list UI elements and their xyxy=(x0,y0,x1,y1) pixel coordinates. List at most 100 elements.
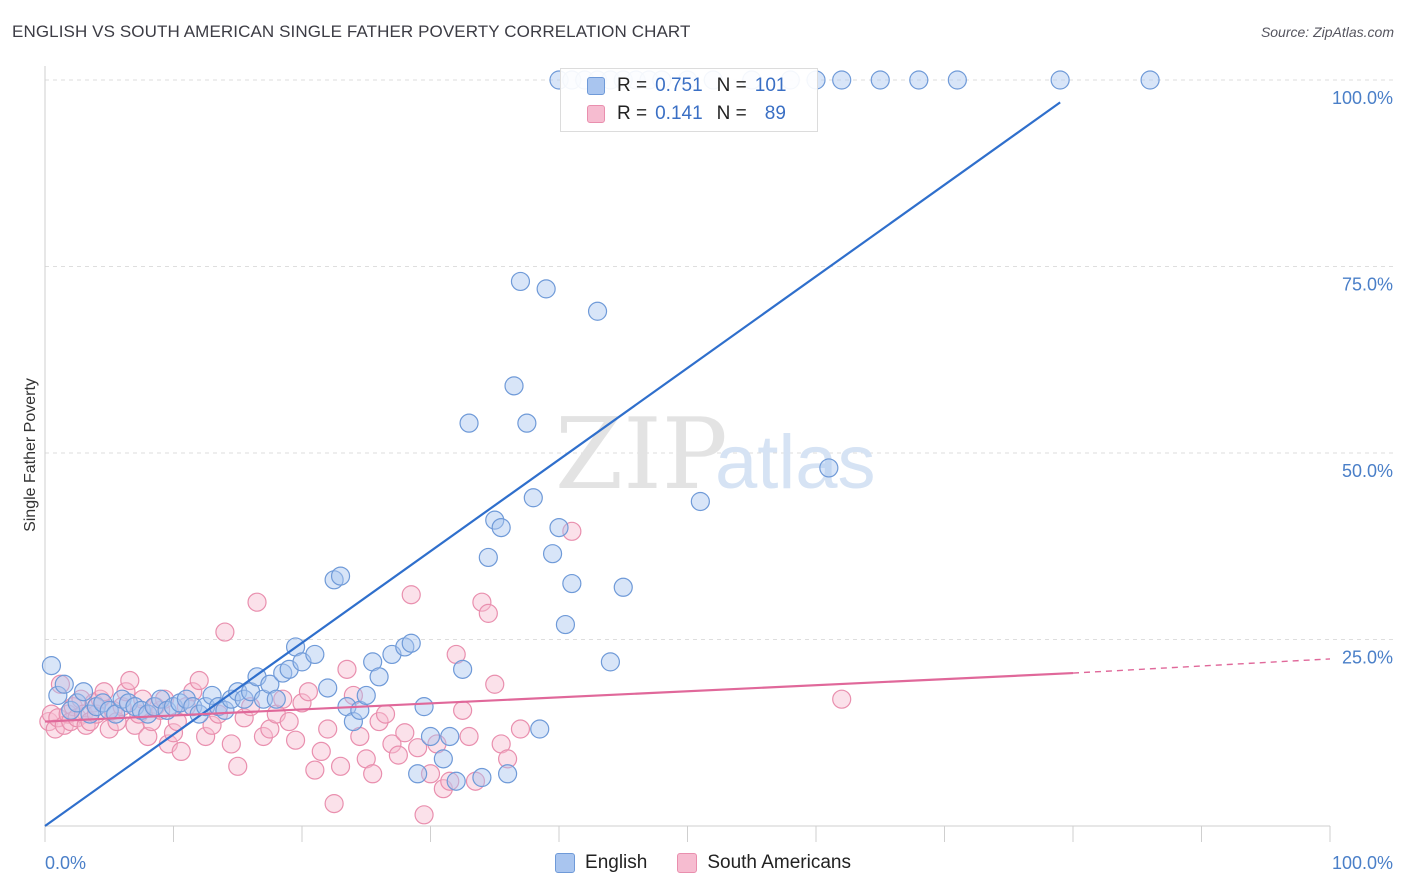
english-point-73 xyxy=(549,517,569,538)
english-point-53 xyxy=(408,764,428,784)
sa-point-48 xyxy=(253,726,274,747)
english-point-55 xyxy=(420,726,441,747)
english-point-64 xyxy=(491,517,511,538)
english-point-100 xyxy=(1140,70,1160,90)
trend-lines xyxy=(44,101,1331,827)
english-point-35 xyxy=(266,689,286,709)
sa-point-88 xyxy=(562,521,582,541)
english-point-21 xyxy=(176,689,196,709)
sa-point-69 xyxy=(388,745,408,765)
sa-point-56 xyxy=(305,760,325,780)
sa-point-39 xyxy=(196,726,216,747)
english-point-25 xyxy=(202,685,222,706)
sa-point-89 xyxy=(832,689,852,709)
sa-point-47 xyxy=(247,592,267,612)
sa-r-value: 0.141 xyxy=(655,103,703,124)
english-point-74 xyxy=(555,614,576,635)
english-point-5 xyxy=(73,682,94,702)
sa-point-79 xyxy=(453,700,473,720)
sa-point-72 xyxy=(408,738,428,758)
english-point-2 xyxy=(54,674,74,694)
english-point-69 xyxy=(523,488,543,508)
english-point-57 xyxy=(440,726,460,747)
english-r-value: 0.751 xyxy=(655,75,703,96)
sa-legend-label: South Americans xyxy=(707,852,851,873)
sa-point-61 xyxy=(337,659,357,679)
sa-trend-line xyxy=(44,671,1074,723)
sa-legend-swatch xyxy=(677,853,698,873)
tick-labels: 100.0% 75.0% 50.0% 25.0% 0.0% 100.0% xyxy=(45,88,1393,873)
english-point-98 xyxy=(947,70,967,90)
english-point-77 xyxy=(600,652,621,672)
legend-item-south-americans[interactable]: South Americans xyxy=(677,852,851,874)
sa-n-label: N = xyxy=(716,103,747,124)
english-n-label: N = xyxy=(716,75,747,96)
english-point-45 xyxy=(343,711,363,732)
y-tick-label-1: 75.0% xyxy=(1342,275,1393,295)
english-trend-line xyxy=(44,101,1061,827)
sa-point-38 xyxy=(189,670,209,691)
x-tick-label-1: 100.0% xyxy=(1332,853,1393,873)
english-point-47 xyxy=(356,685,376,706)
english-point-76 xyxy=(587,301,608,321)
legend-item-english[interactable]: English xyxy=(555,852,647,874)
sa-point-68 xyxy=(382,734,402,754)
sa-point-44 xyxy=(228,756,248,776)
english-point-96 xyxy=(870,70,890,90)
watermark: ZIP atlas xyxy=(555,398,876,512)
english-point-61 xyxy=(472,767,492,788)
chart-title: ENGLISH VS SOUTH AMERICAN SINGLE FATHER … xyxy=(12,22,691,41)
english-point-60 xyxy=(459,413,479,433)
english-n-value: 101 xyxy=(754,75,787,96)
english-point-40 xyxy=(305,644,325,665)
sa-point-40 xyxy=(202,715,222,735)
english-point-75 xyxy=(562,573,582,594)
english-point-41 xyxy=(318,678,338,698)
english-point-80 xyxy=(819,458,839,478)
english-point-99 xyxy=(1050,70,1070,90)
english-legend-label: English xyxy=(585,852,648,873)
english-point-62 xyxy=(478,547,498,568)
english-point-8 xyxy=(93,693,113,713)
y-tick-label-3: 25.0% xyxy=(1342,648,1393,668)
sa-point-60 xyxy=(330,756,351,776)
sa-point-87 xyxy=(510,719,531,739)
gridlines xyxy=(45,79,1395,640)
y-tick-label-0: 100.0% xyxy=(1332,88,1393,108)
sa-point-54 xyxy=(292,693,312,713)
english-point-1 xyxy=(48,685,68,706)
english-point-65 xyxy=(498,764,518,784)
english-point-15 xyxy=(138,704,158,724)
south-americans-swatch xyxy=(587,105,605,123)
sa-point-66 xyxy=(369,711,389,732)
english-point-30 xyxy=(234,689,254,709)
english-point-56 xyxy=(433,749,453,769)
sa-point-55 xyxy=(298,682,319,702)
sa-point-80 xyxy=(459,726,479,747)
sa-point-35 xyxy=(171,741,191,762)
sa-point-43 xyxy=(221,734,241,754)
english-point-67 xyxy=(510,271,531,292)
sa-point-58 xyxy=(318,719,338,739)
sa-point-70 xyxy=(395,723,415,743)
sa-point-84 xyxy=(485,674,505,694)
sa-point-65 xyxy=(363,764,383,784)
sa-point-51 xyxy=(273,689,293,709)
english-point-0 xyxy=(41,656,62,676)
english-point-58 xyxy=(446,771,466,791)
sa-point-59 xyxy=(324,794,344,814)
english-point-78 xyxy=(613,577,633,597)
sa-point-27 xyxy=(138,726,158,747)
english-point-27 xyxy=(215,700,235,720)
english-point-70 xyxy=(530,719,550,739)
sa-point-73 xyxy=(414,805,434,825)
sa-r-label: R = xyxy=(617,103,648,124)
sa-point-52 xyxy=(279,711,299,732)
english-point-97 xyxy=(909,70,929,90)
south-americans-points xyxy=(39,521,852,825)
sa-n-value: 89 xyxy=(764,103,786,124)
sa-point-77 xyxy=(440,771,460,791)
sa-point-71 xyxy=(401,585,421,605)
legend-row-south-americans: R = 0.141 N = 89 xyxy=(587,101,786,127)
watermark-atlas: atlas xyxy=(715,420,876,505)
